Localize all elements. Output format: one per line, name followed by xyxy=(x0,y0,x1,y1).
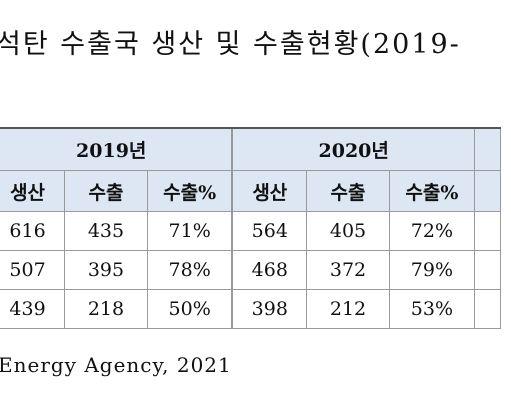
year-header-2020: 2020년 xyxy=(231,127,475,171)
table-cell: 372 xyxy=(306,250,390,290)
coal-export-table: 2019년 2020년 생산 수출 수출% 생산 수출 수출% 616 435 … xyxy=(0,127,502,329)
table-cell: 395 xyxy=(64,250,148,290)
table-title: 석탄 수출국 생산 및 수출현황(2019- xyxy=(0,29,461,60)
table-cell-cutoff xyxy=(473,211,502,251)
col-header-export-2020: 수출 xyxy=(306,170,390,212)
table-row: 439 218 50% 398 212 53% xyxy=(0,289,502,329)
year-header-2019: 2019년 xyxy=(0,127,233,171)
column-header-row: 생산 수출 수출% 생산 수출 수출% xyxy=(0,170,502,212)
source-note: Energy Agency, 2021 xyxy=(0,353,232,377)
year-header-cutoff xyxy=(473,127,502,171)
table-cell-cutoff xyxy=(473,289,502,329)
year-header-row: 2019년 2020년 xyxy=(0,127,502,171)
table-row: 507 395 78% 468 372 79% xyxy=(0,250,502,290)
table-cell: 405 xyxy=(306,211,390,251)
table-row: 616 435 71% 564 405 72% xyxy=(0,211,502,251)
table-cell-cutoff xyxy=(473,250,502,290)
table-cell: 72% xyxy=(388,211,475,251)
table-cell: 71% xyxy=(146,211,233,251)
col-header-export-pct-2019: 수출% xyxy=(146,170,233,212)
col-header-export-pct-2020: 수출% xyxy=(388,170,475,212)
col-header-production-2019: 생산 xyxy=(0,170,66,212)
table-cell: 50% xyxy=(146,289,233,329)
table-cell: 435 xyxy=(64,211,148,251)
table-cell: 79% xyxy=(388,250,475,290)
table-cell: 616 xyxy=(0,211,66,251)
col-header-cutoff xyxy=(473,170,502,212)
col-header-production-2020: 생산 xyxy=(231,170,308,212)
table-cell: 398 xyxy=(231,289,308,329)
table-cell: 212 xyxy=(306,289,390,329)
col-header-export-2019: 수출 xyxy=(64,170,148,212)
table-cell: 218 xyxy=(64,289,148,329)
table-cell: 53% xyxy=(388,289,475,329)
table-cell: 564 xyxy=(231,211,308,251)
table-cell: 507 xyxy=(0,250,66,290)
table-cell: 468 xyxy=(231,250,308,290)
table-cell: 439 xyxy=(0,289,66,329)
table-cell: 78% xyxy=(146,250,233,290)
